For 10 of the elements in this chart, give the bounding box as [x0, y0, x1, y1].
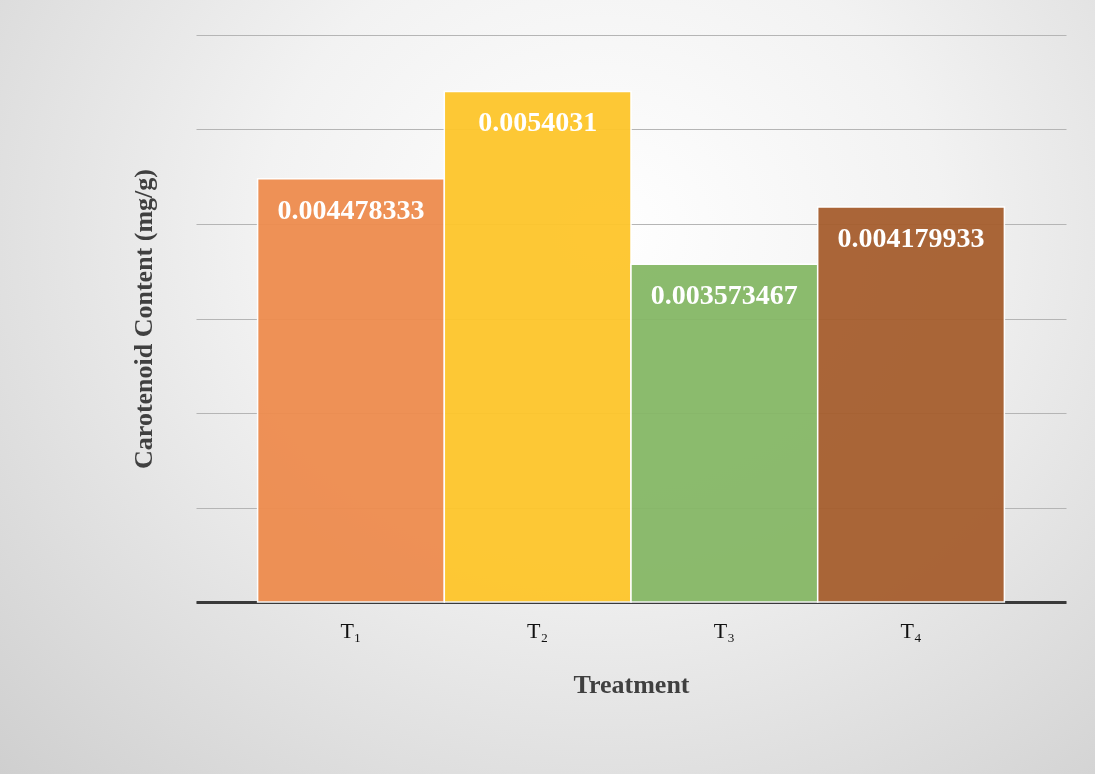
x-tick-label: T₄ — [900, 617, 922, 643]
x-tick-label: T₂ — [527, 617, 549, 643]
x-axis-title: Treatment — [573, 669, 690, 699]
data-label: 0.003573467 — [650, 279, 798, 311]
data-label: 0.004179933 — [837, 222, 985, 253]
data-label: 0.004478333 — [277, 193, 425, 225]
x-tick-label: T₁ — [340, 617, 362, 643]
x-tick-label: T₃ — [713, 617, 735, 643]
data-label: 0.0054031 — [478, 106, 598, 138]
y-axis-title: Carotenoid Content (mg/g) — [128, 169, 158, 469]
